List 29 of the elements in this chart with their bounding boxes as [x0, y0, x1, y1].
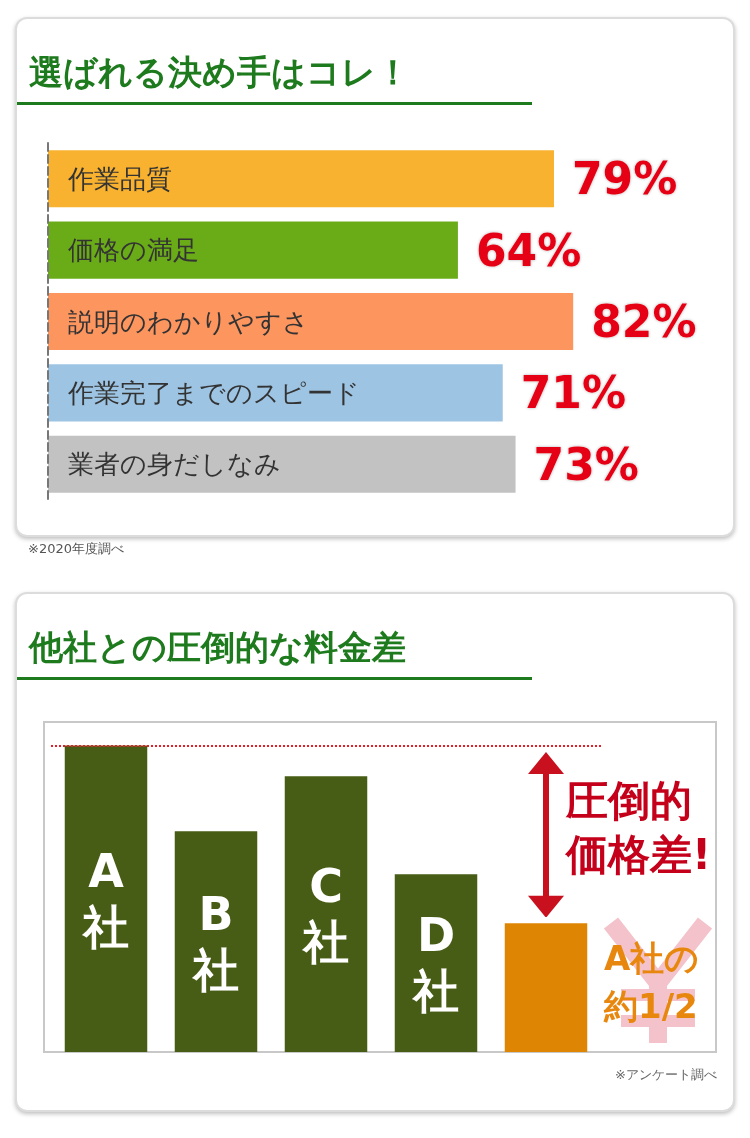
y-tick-label: 業者の身だしなみ: [68, 449, 281, 480]
text: ※アンケート調べ: [615, 1066, 717, 1084]
chart-title: 選ばれる決め手はコレ！: [17, 42, 532, 105]
text: A社の約1/2: [604, 937, 701, 1028]
data-label: 82%: [591, 296, 697, 347]
annotation: 圧倒的価格差!: [566, 775, 713, 881]
y-tick-label: 説明のわかりやすさ: [68, 306, 309, 337]
bar: [64, 745, 148, 1052]
data-label: 71%: [520, 367, 627, 419]
bar: [504, 923, 588, 1052]
x-tick-label: B社: [191, 886, 239, 997]
y-tick-label: 作業品質: [67, 163, 172, 194]
text: ※2020年度調べ: [28, 540, 124, 558]
bar: [48, 364, 503, 422]
x-tick-label: A社: [81, 843, 129, 954]
chart-title: 他社との圧倒的な料金差: [17, 617, 532, 680]
x-tick-label: D社: [411, 908, 459, 1019]
bar: [48, 150, 554, 208]
bar: [48, 221, 458, 279]
bar: [48, 292, 574, 351]
bar: [284, 776, 368, 1052]
bar: [48, 435, 516, 493]
data-label: 64%: [475, 224, 582, 276]
x-tick-label: C社: [301, 859, 349, 970]
data-label: 73%: [533, 438, 639, 490]
data-label: 79%: [571, 153, 678, 205]
y-tick-label: 価格の満足: [68, 235, 199, 266]
y-tick-label: 作業完了までのスピード: [67, 377, 360, 408]
bar: [174, 831, 258, 1052]
